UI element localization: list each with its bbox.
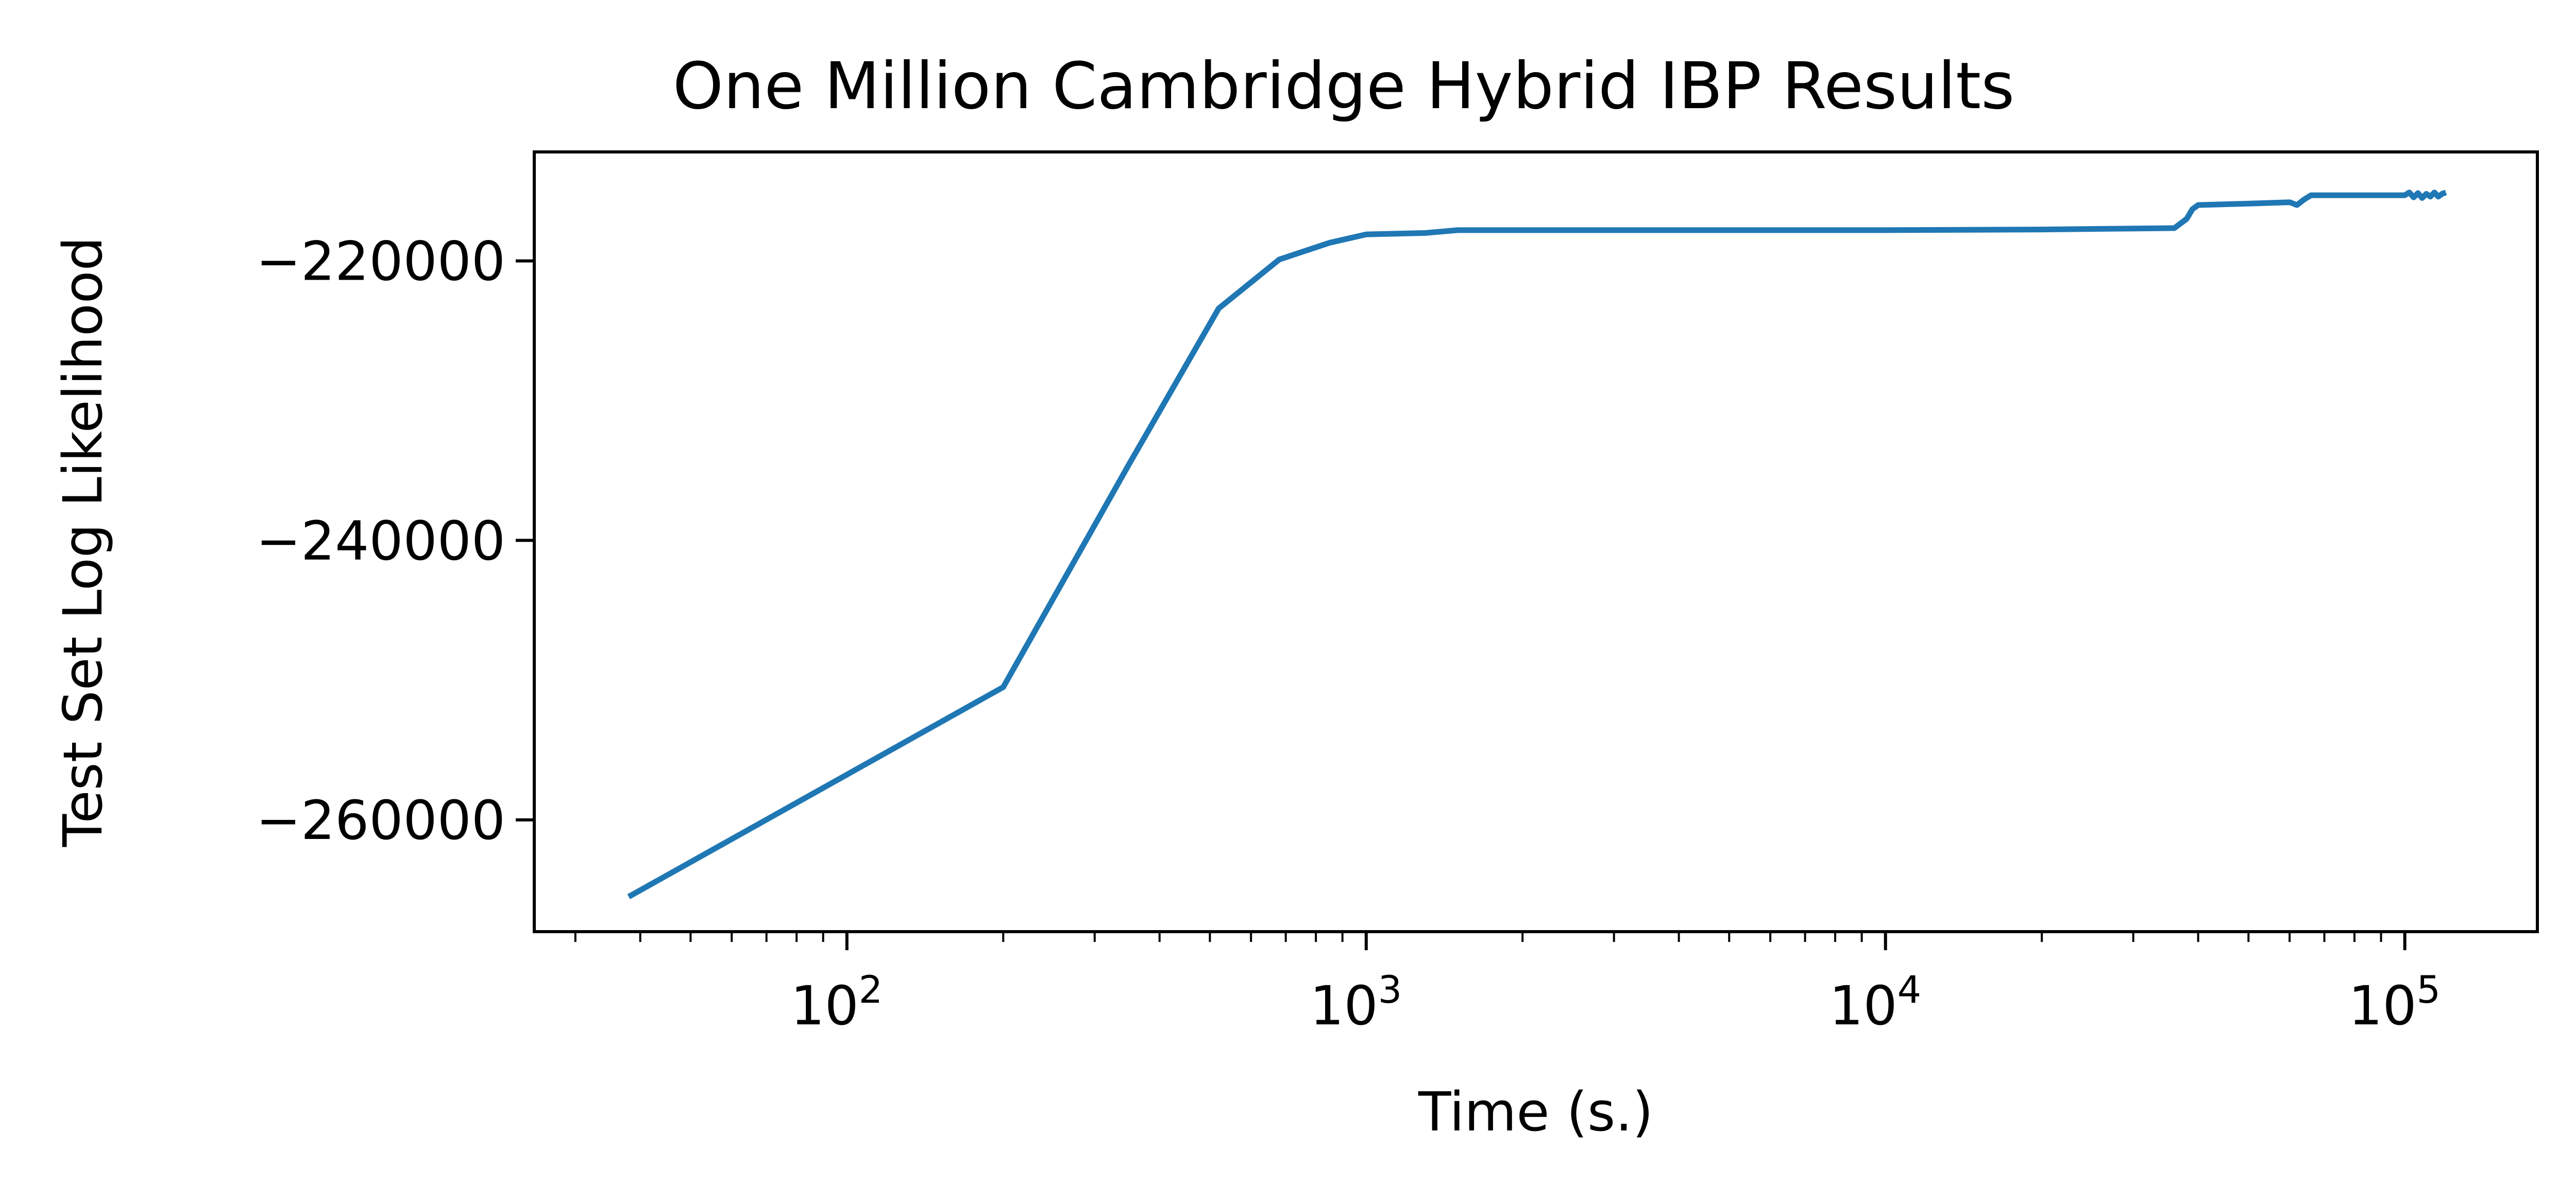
x-tick-label: 105	[2348, 968, 2441, 1037]
x-tick-exponent: 4	[1897, 968, 1921, 1012]
series-line	[627, 190, 2447, 899]
y-axis: −220000 −240000 −260000	[256, 230, 534, 852]
x-tick-label: 104	[1829, 968, 1921, 1037]
x-axis-label: Time (s.)	[1418, 1080, 1653, 1143]
y-tick-label: −260000	[256, 789, 505, 852]
y-tick-label: −240000	[256, 509, 505, 572]
x-tick-exponent: 2	[859, 968, 883, 1012]
chart-title: One Million Cambridge Hybrid IBP Results	[673, 49, 2015, 124]
series-layer	[627, 190, 2447, 899]
x-tick-label: 103	[1310, 968, 1402, 1037]
x-tick-exponent: 3	[1378, 968, 1402, 1012]
x-axis: 102 103 104 105	[574, 932, 2441, 1037]
x-tick-label: 102	[790, 968, 883, 1037]
x-tick-exponent: 5	[2417, 968, 2441, 1012]
y-tick-label: −220000	[256, 230, 505, 293]
y-axis-label: Test Set Log Likelihood	[52, 237, 114, 848]
plot-frame	[533, 150, 2539, 933]
plot-area	[533, 150, 2539, 933]
